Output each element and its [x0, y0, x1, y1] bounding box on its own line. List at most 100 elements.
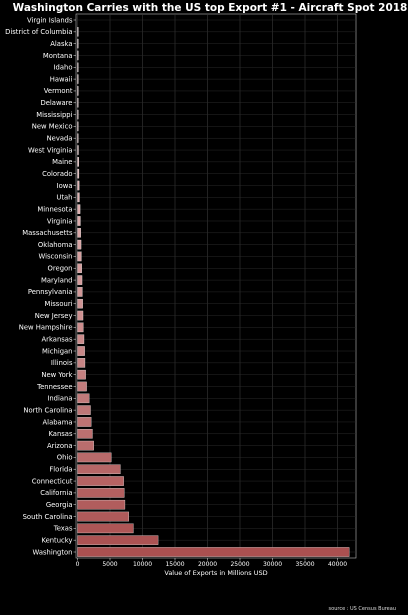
bar: [77, 499, 126, 510]
category-label: Oklahoma: [38, 241, 73, 249]
bar: [77, 511, 129, 522]
category-label: Missouri: [45, 300, 73, 308]
x-tick-label: 30000: [263, 561, 282, 568]
bar: [77, 369, 86, 380]
category-label: Montana: [43, 52, 73, 60]
category-label: Indiana: [47, 395, 72, 403]
category-label: Nevada: [47, 135, 73, 143]
category-label: Tennessee: [36, 383, 72, 391]
category-label: Idaho: [54, 64, 73, 72]
bar: [77, 417, 92, 427]
category-label: Colorado: [42, 170, 72, 178]
bar: [77, 298, 83, 309]
category-label: Alabama: [43, 418, 73, 426]
category-label: Iowa: [57, 182, 73, 190]
bar: [77, 523, 134, 534]
category-label: New York: [41, 371, 72, 379]
bar: [77, 476, 124, 486]
grid-lines: [76, 14, 356, 558]
category-label: West Virginia: [28, 146, 73, 154]
category-label: Vermont: [44, 87, 73, 95]
bar: [77, 74, 79, 84]
category-label: Utah: [56, 194, 72, 202]
category-label: Maine: [52, 158, 72, 166]
bar: [77, 275, 83, 285]
bar: [77, 488, 125, 498]
bar: [77, 440, 94, 451]
bar: [77, 287, 83, 297]
bar: [77, 228, 81, 238]
bar: [77, 358, 86, 368]
category-label: Texas: [53, 525, 73, 533]
category-label: Oregon: [48, 265, 73, 273]
bar: [77, 251, 82, 262]
bar: [77, 310, 84, 321]
category-label: New Hampshire: [19, 324, 73, 332]
bar: [77, 346, 85, 356]
x-tick-label: 10000: [133, 561, 152, 568]
bar: [77, 263, 82, 274]
category-label: Virginia: [47, 217, 73, 225]
category-label: Florida: [49, 466, 72, 474]
bar: [77, 464, 121, 475]
x-ticks: 0 5000 10000 15000 20000 25000 30000 35000 40000: [76, 558, 347, 568]
bar: [77, 145, 79, 155]
bar: [77, 393, 90, 404]
x-tick-label: 35000: [295, 561, 314, 568]
category-label: Pennsylvania: [28, 288, 73, 296]
x-tick-label: 40000: [328, 561, 347, 568]
bar: [77, 405, 91, 415]
category-label: Georgia: [46, 501, 73, 509]
category-label: Minnesota: [37, 205, 72, 213]
bar: [77, 204, 81, 214]
bar: [77, 192, 80, 203]
category-label: California: [40, 489, 72, 497]
category-label: South Carolina: [23, 513, 73, 521]
bar: [77, 133, 79, 143]
bar: [77, 180, 80, 191]
category-label: Illinois: [51, 359, 73, 367]
x-tick-label: 25000: [230, 561, 249, 568]
category-label: Arizona: [47, 442, 73, 450]
x-tick-label: 0: [76, 561, 80, 568]
bar: [77, 109, 79, 120]
category-label: Kansas: [48, 430, 73, 438]
x-axis-label: Value of Exports in Millions USD: [164, 569, 267, 577]
bar: [77, 322, 84, 333]
bar: [77, 27, 79, 37]
bar: [77, 97, 79, 108]
bar: [77, 157, 79, 167]
category-label: Wisconsin: [39, 253, 73, 261]
x-tick-label: 5000: [102, 561, 117, 568]
category-label: Delaware: [40, 99, 72, 107]
bars: [77, 27, 350, 557]
x-tick-label: 15000: [165, 561, 184, 568]
category-label: North Carolina: [23, 406, 72, 414]
bar: [77, 547, 350, 557]
bar: [77, 334, 85, 344]
bar: [77, 429, 93, 439]
bar: [77, 168, 80, 179]
bar: [77, 381, 87, 392]
bar: [77, 452, 112, 463]
bar: [77, 535, 159, 545]
bar: [77, 216, 81, 226]
category-label: District of Columbia: [5, 28, 72, 36]
category-label: Michigan: [42, 347, 72, 355]
plot-area: [75, 13, 357, 559]
bar: [77, 121, 79, 132]
category-label: New Mexico: [32, 123, 73, 131]
category-label: Maryland: [41, 276, 73, 284]
category-label: Hawaii: [50, 75, 73, 83]
category-label: Ohio: [57, 454, 73, 462]
category-label: Kentucky: [41, 536, 72, 544]
bar: [77, 239, 82, 250]
category-label: Alaska: [50, 40, 72, 48]
bar: [77, 86, 79, 96]
x-tick-label: 20000: [198, 561, 217, 568]
chart-title: Washington Carries with the US top Expor…: [13, 2, 408, 14]
category-label: Washington: [33, 548, 73, 556]
category-labels: Virgin Islands District of Columbia Alaska…: [5, 16, 76, 556]
bar: [77, 62, 79, 73]
